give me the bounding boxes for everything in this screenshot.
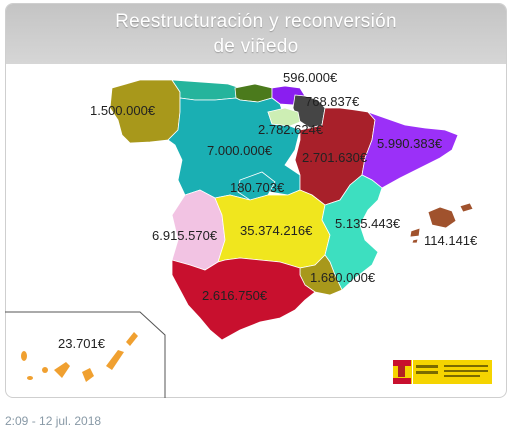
amount-label-baleares: 114.141€ <box>424 233 478 248</box>
island-mallorca <box>427 206 457 229</box>
island-fuerteventura <box>106 350 124 370</box>
amount-label-valencia: 5.135.443€ <box>335 216 401 231</box>
amount-label-canarias: 23.701€ <box>58 336 106 351</box>
island-tenerife <box>54 362 70 378</box>
island-formentera <box>411 238 419 244</box>
tweet-timestamp-link[interactable]: 2:09 - 12 jul. 2018 <box>5 414 102 428</box>
island-gran-canaria <box>82 368 94 382</box>
island-la-gomera <box>42 367 48 373</box>
amount-label-pais-vasco: 596.000€ <box>283 70 338 85</box>
amount-label-andalucia: 2.616.750€ <box>202 288 268 303</box>
title-line-1: Reestructuración y reconversión <box>115 11 397 32</box>
logo-text-block-3 <box>444 365 488 367</box>
government-logo <box>393 360 492 384</box>
region-la-rioja <box>267 107 301 127</box>
region-baleares <box>409 202 474 244</box>
region-asturias <box>171 79 241 101</box>
logo-text-block-4 <box>444 370 488 372</box>
canarias-inset-border <box>5 311 166 398</box>
logo-text-block-2 <box>416 371 438 374</box>
region-cataluna <box>361 111 459 189</box>
island-el-hierro <box>27 376 33 380</box>
amount-label-navarra: 768.837€ <box>305 94 360 109</box>
amount-label-castilla-leon: 7.000.000€ <box>207 143 273 158</box>
island-la-palma <box>21 351 27 361</box>
amount-label-murcia: 1.680.000€ <box>310 270 376 285</box>
amount-label-aragon: 2.701.630€ <box>302 150 368 165</box>
amount-label-madrid: 180.703€ <box>230 180 285 195</box>
logo-divider <box>412 360 413 384</box>
title-line-2: de viñedo <box>213 36 299 57</box>
logo-text-block-1 <box>416 365 438 368</box>
amount-label-cataluna: 5.990.383€ <box>377 136 443 151</box>
island-menorca <box>459 202 474 213</box>
logo-text-block-5 <box>444 375 480 377</box>
logo-shield-icon <box>398 366 405 377</box>
infographic-header: Reestructuración y reconversión de viñed… <box>6 4 506 64</box>
island-ibiza <box>409 227 421 238</box>
amount-label-castilla-la-mancha: 35.374.216€ <box>240 223 313 238</box>
amount-label-galicia: 1.500.000€ <box>90 103 156 118</box>
amount-label-la-rioja: 2.782.624€ <box>258 122 324 137</box>
region-canarias <box>21 332 138 382</box>
logo-flag-red-top <box>393 360 411 366</box>
logo-flag-red-bottom <box>393 378 411 384</box>
island-lanzarote <box>126 332 138 346</box>
amount-label-extremadura: 6.915.570€ <box>152 228 218 243</box>
infographic-card: Reestructuración y reconversión de viñed… <box>5 3 507 398</box>
region-andalucia <box>171 257 316 341</box>
